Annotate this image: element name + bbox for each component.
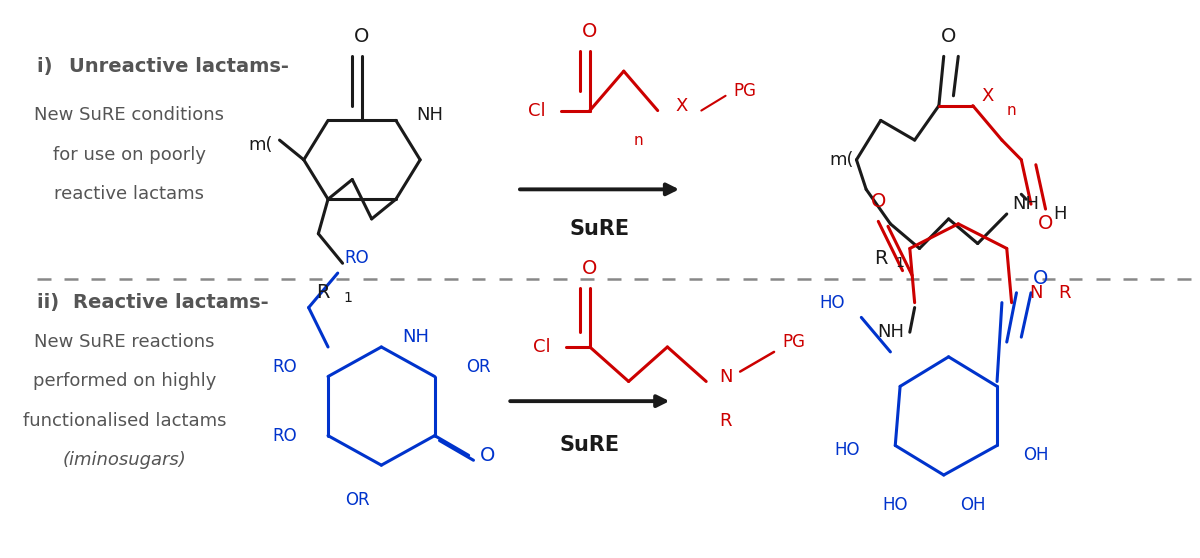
- Text: O: O: [1038, 214, 1054, 233]
- Text: X: X: [982, 87, 994, 105]
- Text: OR: OR: [466, 358, 491, 376]
- Text: NH: NH: [1013, 195, 1039, 213]
- Text: m(: m(: [248, 136, 272, 154]
- Text: performed on highly: performed on highly: [32, 372, 216, 391]
- Text: R: R: [1058, 284, 1072, 302]
- Text: O: O: [480, 446, 496, 465]
- Text: SuRE: SuRE: [570, 219, 630, 239]
- Text: R: R: [719, 412, 732, 430]
- Text: ii): ii): [37, 293, 66, 312]
- Text: (iminosugars): (iminosugars): [62, 451, 186, 469]
- Text: O: O: [582, 259, 598, 278]
- Text: Cl: Cl: [533, 338, 550, 356]
- Text: 1: 1: [895, 256, 905, 270]
- Text: 1: 1: [343, 291, 352, 305]
- Text: OR: OR: [344, 490, 370, 509]
- Text: RO: RO: [272, 358, 296, 376]
- Text: R: R: [317, 283, 330, 302]
- Text: n: n: [634, 133, 643, 148]
- Text: RO: RO: [272, 427, 296, 445]
- Text: N: N: [1030, 284, 1043, 302]
- Text: O: O: [870, 192, 886, 211]
- Text: Cl: Cl: [528, 102, 545, 119]
- Text: i): i): [37, 57, 59, 76]
- Text: N: N: [719, 368, 732, 386]
- Text: NH: NH: [416, 107, 443, 124]
- Text: HO: HO: [820, 294, 845, 311]
- Text: functionalised lactams: functionalised lactams: [23, 412, 226, 430]
- Text: PG: PG: [733, 82, 756, 100]
- Text: m(: m(: [829, 151, 854, 169]
- Text: O: O: [941, 27, 956, 46]
- Text: OH: OH: [960, 496, 985, 513]
- Text: for use on poorly: for use on poorly: [53, 146, 205, 164]
- Text: HO: HO: [834, 441, 859, 459]
- Text: X: X: [676, 97, 688, 114]
- Text: H: H: [1054, 205, 1067, 223]
- Text: New SuRE conditions: New SuRE conditions: [35, 107, 224, 124]
- Text: O: O: [354, 27, 370, 46]
- Text: PG: PG: [782, 333, 805, 351]
- Text: Unreactive lactams-: Unreactive lactams-: [70, 57, 289, 76]
- Text: O: O: [1033, 268, 1049, 287]
- Text: n: n: [1007, 103, 1016, 118]
- Text: reactive lactams: reactive lactams: [54, 185, 204, 203]
- Text: SuRE: SuRE: [559, 435, 620, 455]
- Text: O: O: [582, 22, 598, 41]
- Text: OH: OH: [1024, 446, 1049, 464]
- Text: New SuRE reactions: New SuRE reactions: [34, 333, 215, 351]
- Text: HO: HO: [882, 496, 908, 513]
- Text: NH: NH: [402, 328, 428, 346]
- Text: R: R: [874, 249, 888, 268]
- Text: NH: NH: [877, 323, 904, 341]
- Text: Reactive lactams-: Reactive lactams-: [73, 293, 269, 312]
- Text: RO: RO: [344, 249, 370, 267]
